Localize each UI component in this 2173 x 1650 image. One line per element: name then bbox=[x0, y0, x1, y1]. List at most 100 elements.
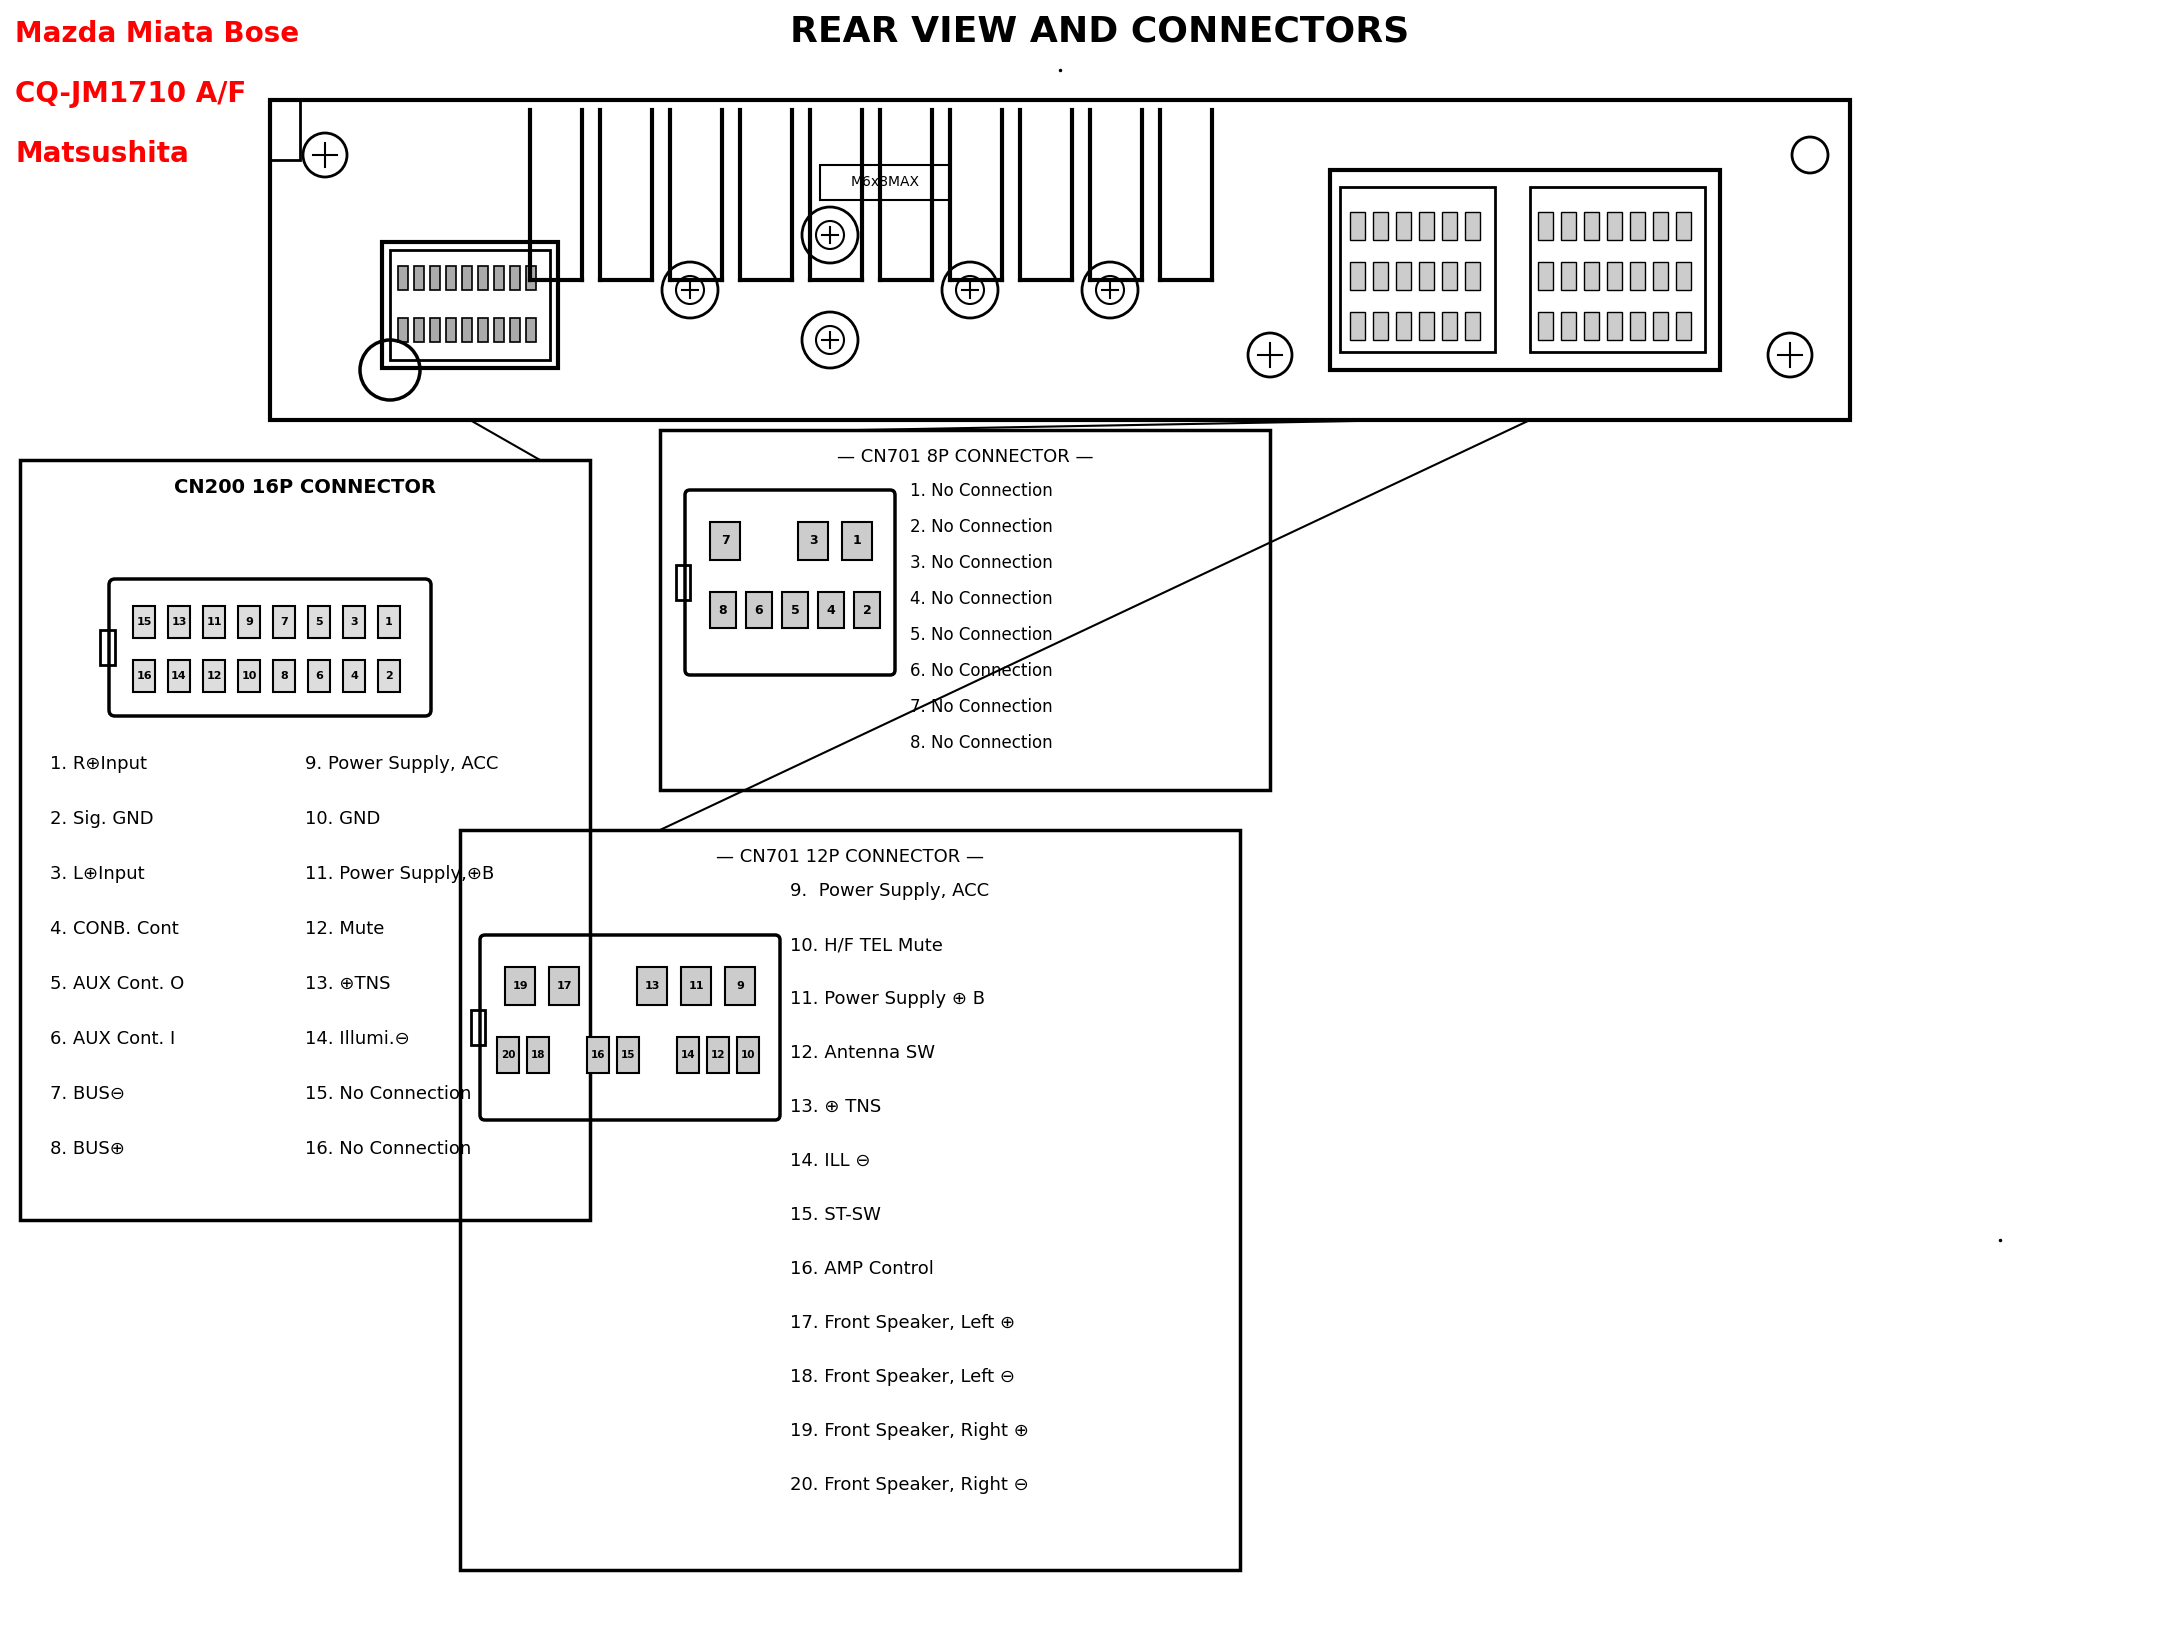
Text: 12: 12 bbox=[206, 672, 222, 681]
Bar bbox=[1654, 312, 1669, 340]
Bar bbox=[478, 318, 489, 342]
Bar bbox=[1443, 312, 1458, 340]
Bar bbox=[269, 101, 300, 160]
Text: 14. ILL ⊖: 14. ILL ⊖ bbox=[791, 1152, 871, 1170]
Bar bbox=[493, 266, 504, 290]
Text: 6. No Connection: 6. No Connection bbox=[910, 662, 1052, 680]
Text: 15: 15 bbox=[137, 617, 152, 627]
Bar bbox=[587, 1036, 608, 1072]
Text: 9. Power Supply, ACC: 9. Power Supply, ACC bbox=[304, 756, 498, 772]
Text: 3: 3 bbox=[350, 617, 359, 627]
Bar bbox=[1465, 312, 1480, 340]
Bar bbox=[1608, 262, 1621, 290]
Text: 7. BUS⊖: 7. BUS⊖ bbox=[50, 1086, 126, 1102]
Bar bbox=[202, 660, 226, 691]
Bar bbox=[1530, 186, 1706, 351]
Text: 4: 4 bbox=[350, 672, 359, 681]
Bar bbox=[1349, 262, 1365, 290]
Bar bbox=[1654, 262, 1669, 290]
Text: 16: 16 bbox=[137, 672, 152, 681]
Text: 9: 9 bbox=[737, 982, 743, 992]
Text: 1: 1 bbox=[852, 535, 861, 548]
Bar bbox=[309, 606, 330, 639]
Text: — CN701 8P CONNECTOR —: — CN701 8P CONNECTOR — bbox=[837, 449, 1093, 465]
Text: 5: 5 bbox=[315, 617, 324, 627]
Bar bbox=[1443, 211, 1458, 239]
Text: 13. ⊕ TNS: 13. ⊕ TNS bbox=[791, 1097, 882, 1115]
Text: 11: 11 bbox=[689, 982, 704, 992]
Bar bbox=[1675, 211, 1691, 239]
Text: 3: 3 bbox=[808, 535, 817, 548]
Bar bbox=[472, 1010, 485, 1044]
Bar bbox=[1373, 262, 1389, 290]
Bar bbox=[133, 606, 154, 639]
Text: 12: 12 bbox=[711, 1049, 726, 1059]
Bar bbox=[389, 251, 550, 360]
Bar bbox=[819, 165, 950, 200]
Bar bbox=[1584, 262, 1599, 290]
Bar bbox=[493, 318, 504, 342]
Bar bbox=[445, 266, 456, 290]
Text: 20. Front Speaker, Right ⊖: 20. Front Speaker, Right ⊖ bbox=[791, 1477, 1028, 1493]
Bar bbox=[726, 967, 754, 1005]
Bar bbox=[1395, 211, 1410, 239]
Text: 14: 14 bbox=[680, 1049, 695, 1059]
Bar bbox=[1373, 312, 1389, 340]
Text: 15: 15 bbox=[621, 1049, 635, 1059]
Bar bbox=[1630, 211, 1645, 239]
Text: 9.  Power Supply, ACC: 9. Power Supply, ACC bbox=[791, 883, 989, 899]
Bar bbox=[1654, 211, 1669, 239]
Text: 4. No Connection: 4. No Connection bbox=[910, 591, 1052, 607]
Bar bbox=[745, 592, 771, 629]
Text: 11. Power Supply ⊕ B: 11. Power Supply ⊕ B bbox=[791, 990, 984, 1008]
Text: 6: 6 bbox=[315, 672, 324, 681]
Bar bbox=[528, 1036, 550, 1072]
Bar bbox=[100, 630, 115, 665]
Bar bbox=[239, 660, 261, 691]
Bar bbox=[167, 606, 189, 639]
Text: — CN701 12P CONNECTOR —: — CN701 12P CONNECTOR — bbox=[715, 848, 984, 866]
Text: 15. ST-SW: 15. ST-SW bbox=[791, 1206, 880, 1224]
Text: 1. R⊕Input: 1. R⊕Input bbox=[50, 756, 148, 772]
Bar bbox=[498, 1036, 519, 1072]
Bar bbox=[378, 660, 400, 691]
Bar bbox=[1538, 312, 1554, 340]
Text: 18. Front Speaker, Left ⊖: 18. Front Speaker, Left ⊖ bbox=[791, 1368, 1015, 1386]
Text: 13. ⊕TNS: 13. ⊕TNS bbox=[304, 975, 391, 993]
Bar bbox=[1419, 262, 1434, 290]
Bar bbox=[309, 660, 330, 691]
Text: 3. L⊕Input: 3. L⊕Input bbox=[50, 865, 146, 883]
Text: 10. GND: 10. GND bbox=[304, 810, 380, 828]
Text: 7: 7 bbox=[280, 617, 287, 627]
Bar bbox=[1349, 211, 1365, 239]
Bar bbox=[269, 101, 1849, 421]
Bar bbox=[478, 266, 489, 290]
Bar bbox=[1584, 211, 1599, 239]
Bar bbox=[711, 592, 737, 629]
Text: 15. No Connection: 15. No Connection bbox=[304, 1086, 472, 1102]
Bar bbox=[430, 266, 439, 290]
Text: 1. No Connection: 1. No Connection bbox=[910, 482, 1052, 500]
Text: 8: 8 bbox=[280, 672, 287, 681]
Bar bbox=[239, 606, 261, 639]
Bar bbox=[343, 606, 365, 639]
Bar bbox=[1395, 262, 1410, 290]
Text: Mazda Miata Bose: Mazda Miata Bose bbox=[15, 20, 300, 48]
Text: 12. Mute: 12. Mute bbox=[304, 921, 385, 937]
Text: 7. No Connection: 7. No Connection bbox=[910, 698, 1052, 716]
Bar bbox=[661, 431, 1269, 790]
Text: 17. Front Speaker, Left ⊕: 17. Front Speaker, Left ⊕ bbox=[791, 1313, 1015, 1332]
Text: 19. Front Speaker, Right ⊕: 19. Front Speaker, Right ⊕ bbox=[791, 1422, 1028, 1440]
Bar bbox=[1675, 262, 1691, 290]
Bar bbox=[274, 660, 296, 691]
Bar bbox=[1419, 211, 1434, 239]
Bar bbox=[1538, 262, 1554, 290]
Text: CN200 16P CONNECTOR: CN200 16P CONNECTOR bbox=[174, 478, 437, 497]
Bar bbox=[1630, 312, 1645, 340]
Text: 8. BUS⊕: 8. BUS⊕ bbox=[50, 1140, 124, 1158]
Bar bbox=[430, 318, 439, 342]
Bar bbox=[461, 830, 1241, 1571]
Bar bbox=[1584, 312, 1599, 340]
Bar bbox=[415, 266, 424, 290]
Text: 13: 13 bbox=[172, 617, 187, 627]
